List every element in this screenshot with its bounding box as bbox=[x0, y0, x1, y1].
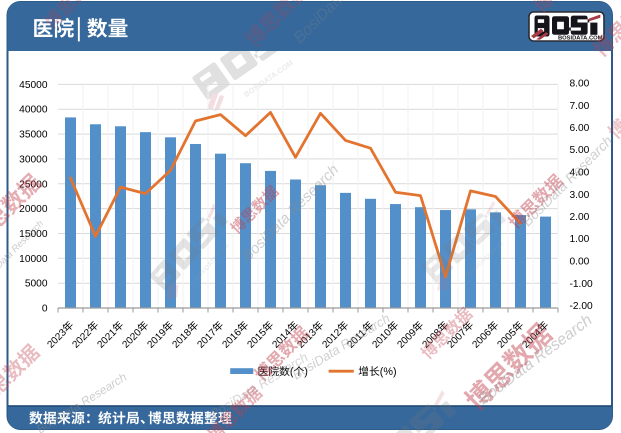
svg-text:(: ( bbox=[290, 366, 294, 378]
svg-text:(%): (%) bbox=[380, 366, 397, 378]
svg-text:20000: 20000 bbox=[19, 204, 48, 215]
svg-text:6.00: 6.00 bbox=[570, 123, 590, 134]
svg-text:): ) bbox=[304, 366, 308, 378]
svg-text:0: 0 bbox=[42, 304, 48, 315]
svg-text:30000: 30000 bbox=[19, 154, 48, 165]
svg-text:BOSIDATA.COM: BOSIDATA.COM bbox=[558, 36, 603, 42]
svg-text:7.00: 7.00 bbox=[570, 101, 590, 112]
svg-text:3.00: 3.00 bbox=[570, 190, 590, 201]
svg-text:-2.00: -2.00 bbox=[570, 301, 594, 312]
svg-text:10000: 10000 bbox=[19, 254, 48, 265]
svg-text:1.00: 1.00 bbox=[570, 234, 590, 245]
svg-text:0.00: 0.00 bbox=[570, 257, 590, 268]
svg-text:5000: 5000 bbox=[25, 279, 48, 290]
svg-text:45000: 45000 bbox=[19, 80, 48, 91]
svg-text:4.00: 4.00 bbox=[570, 168, 590, 179]
svg-text:5.00: 5.00 bbox=[570, 145, 590, 156]
svg-text:2.00: 2.00 bbox=[570, 212, 590, 223]
svg-text:15000: 15000 bbox=[19, 229, 48, 240]
svg-text:8.00: 8.00 bbox=[570, 79, 590, 90]
svg-text:-1.00: -1.00 bbox=[570, 279, 594, 290]
svg-text:35000: 35000 bbox=[19, 130, 48, 141]
svg-text:40000: 40000 bbox=[19, 105, 48, 116]
